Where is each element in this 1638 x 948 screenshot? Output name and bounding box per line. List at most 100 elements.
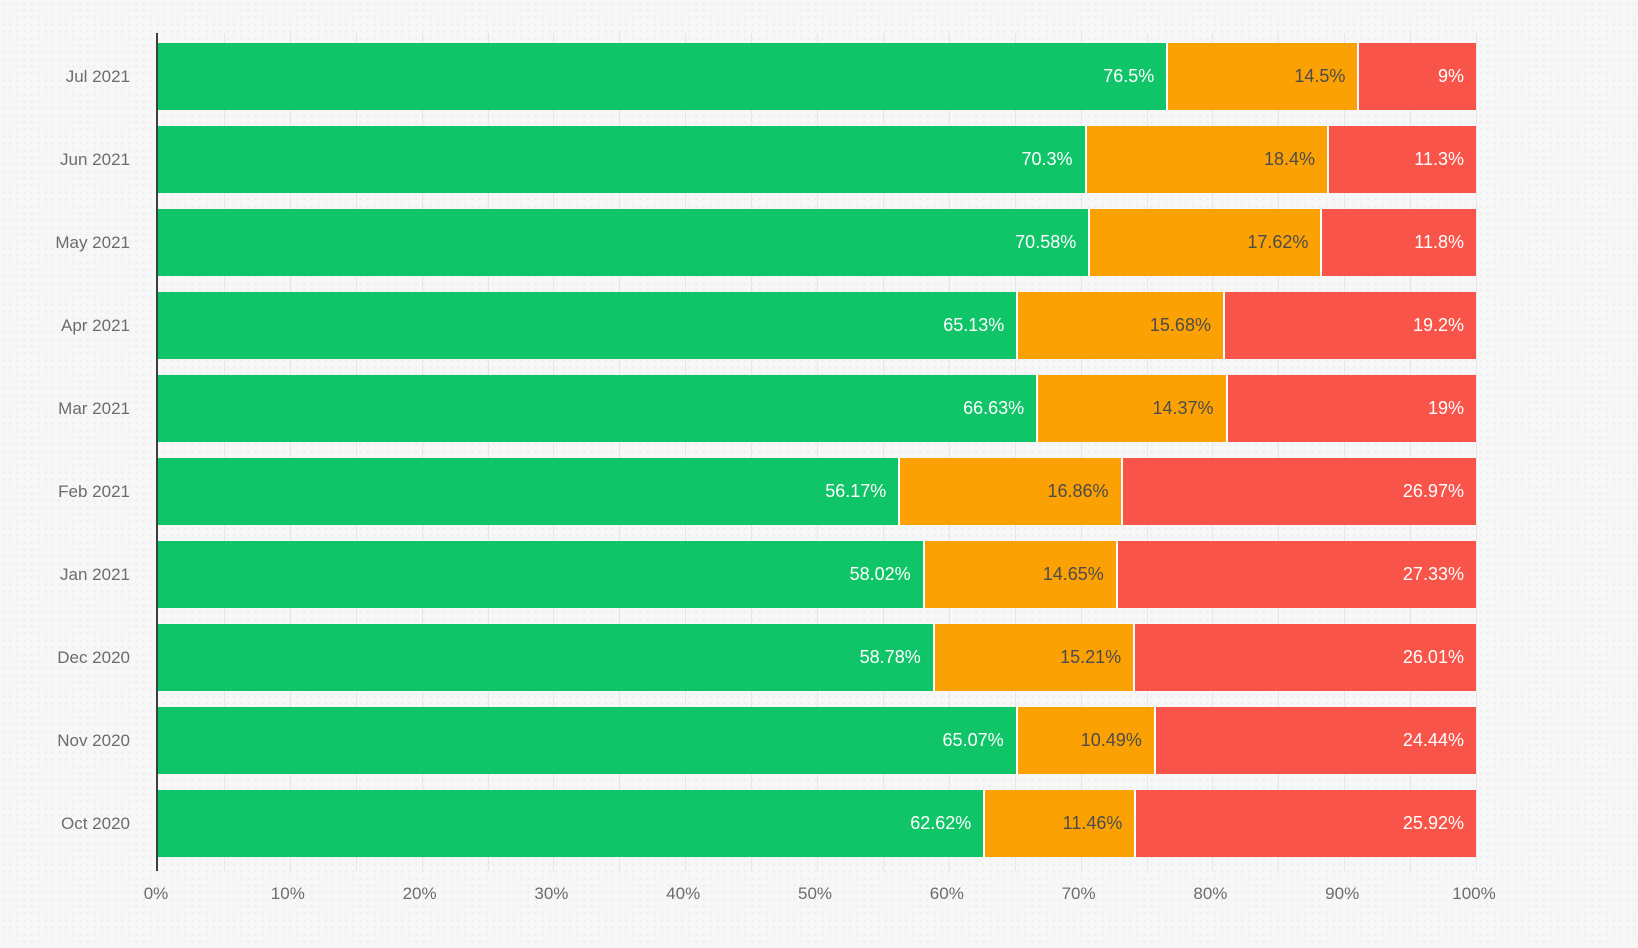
x-tick-label: 0% [143,884,169,903]
stacked-bar: 56.17% 16.86% 26.97% [158,458,1476,525]
plot-area: 76.5% 14.5% 9% 70.3% 18.4% 11.3% 70.58% 17.62% 1… [156,33,1477,871]
segment-value-label: 70.3% [1021,149,1073,169]
category-label: Apr 2021 [61,315,130,335]
gridline [355,33,357,871]
stacked-bar: 58.78% 15.21% 26.01% [158,624,1476,691]
x-tick-label: 30% [534,884,569,903]
segment-value-label: 65.07% [942,730,1004,750]
segment-value-label: 62.62% [910,813,972,833]
bar-segment-green: 66.63% [158,375,1037,442]
stacked-bar: 65.07% 10.49% 24.44% [158,707,1476,774]
bar-segment-green: 62.62% [158,790,984,857]
bar-segment-green: 76.5% [158,43,1167,110]
bar-segment-orange: 14.5% [1166,43,1358,110]
stacked-bar: 70.3% 18.4% 11.3% [158,126,1476,193]
gridline [751,33,753,871]
category-label: Jan 2021 [60,564,130,584]
segment-value-label: 26.01% [1402,647,1464,667]
category-label: Nov 2020 [57,730,130,750]
segment-value-label: 76.5% [1103,66,1155,86]
bar-segment-orange: 14.65% [922,541,1116,608]
bar-segment-red: 11.3% [1327,126,1476,193]
bar-row: 76.5% 14.5% 9% [158,35,1476,118]
gridline [817,33,818,871]
gridline [619,33,621,871]
bar-segment-green: 65.13% [158,292,1017,359]
bar-segment-green: 65.07% [158,707,1016,774]
bar-row: 58.02% 14.65% 27.33% [158,533,1476,616]
gridline [948,33,950,871]
segment-value-label: 11.46% [1062,813,1123,833]
bar-row: 70.3% 18.4% 11.3% [158,118,1476,201]
segment-value-label: 14.5% [1294,66,1346,86]
segment-value-label: 58.78% [859,647,921,667]
x-axis: 0% 10% 20% 30% 40% 50% 60% 70% 80% 90% 100% [144,884,1496,914]
bar-row: 70.58% 17.62% 11.8% [158,201,1476,284]
bar-segment-orange: 11.46% [983,790,1135,857]
bar-segment-orange: 14.37% [1036,375,1226,442]
x-tick-label: 10% [270,884,305,903]
bar-segment-orange: 18.4% [1084,126,1328,193]
stacked-bar: 66.63% 14.37% 19% [158,375,1476,442]
bar-segment-red: 26.97% [1120,458,1476,525]
x-tick-label: 70% [1061,884,1096,903]
segment-value-label: 9% [1437,66,1464,86]
category-label: Oct 2020 [61,813,130,833]
x-tick-label: 100% [1452,884,1496,903]
bar-segment-orange: 15.68% [1016,292,1223,359]
stacked-bar: 58.02% 14.65% 27.33% [158,541,1476,608]
segment-value-label: 70.58% [1015,232,1077,252]
stacked-bar: 65.13% 15.68% 19.2% [158,292,1476,359]
bar-row: 65.07% 10.49% 24.44% [158,699,1476,782]
bar-segment-orange: 10.49% [1015,707,1154,774]
gridline [1278,33,1280,871]
gridline [421,33,423,871]
segment-value-label: 16.86% [1047,481,1109,501]
bar-row: 65.13% 15.68% 19.2% [158,284,1476,367]
bar-segment-orange: 16.86% [898,458,1121,525]
gridline [1080,33,1082,871]
x-tick-label: 80% [1193,884,1228,903]
segment-value-label: 66.63% [963,398,1025,418]
x-tick-label: 60% [929,884,964,903]
segment-value-label: 17.62% [1247,232,1309,252]
bar-segment-red: 19.2% [1222,292,1476,359]
segment-value-label: 27.33% [1402,564,1464,584]
segment-value-label: 11.8% [1414,232,1464,252]
gridline [1344,33,1346,871]
bar-segment-red: 26.01% [1133,624,1476,691]
segment-value-label: 65.13% [943,315,1005,335]
bar-segment-red: 25.92% [1134,790,1476,857]
category-label: May 2021 [55,232,130,252]
bar-segment-orange: 15.21% [932,624,1134,691]
category-label: Jun 2021 [60,149,130,169]
gridline [1212,33,1214,871]
segment-value-label: 58.02% [849,564,911,584]
bar-segment-red: 9% [1357,43,1476,110]
segment-value-label: 24.44% [1402,730,1464,750]
category-axis: Jul 2021 Jun 2021 May 2021 Apr 2021 Mar 2021… [0,33,130,871]
x-tick-label: 40% [666,884,701,903]
bar-segment-green: 70.3% [158,126,1085,193]
segment-value-label: 26.97% [1402,481,1464,501]
stacked-bar: 62.62% 11.46% 25.92% [158,790,1476,857]
x-tick-label: 50% [797,884,833,903]
bar-rows: 76.5% 14.5% 9% 70.3% 18.4% 11.3% 70.58% 17.62% 1… [158,33,1476,871]
segment-value-label: 10.49% [1080,730,1142,750]
stacked-bar: 76.5% 14.5% 9% [158,43,1476,110]
gridline [882,33,884,871]
bar-segment-red: 27.33% [1115,541,1476,608]
bar-row: 62.62% 11.46% 25.92% [158,782,1476,865]
bar-segment-green: 58.02% [158,541,923,608]
gridline [289,33,291,871]
gridline [1146,33,1148,871]
bar-row: 58.78% 15.21% 26.01% [158,616,1476,699]
gridline [1476,33,1477,871]
category-label: Dec 2020 [57,647,130,667]
segment-value-label: 14.37% [1152,398,1214,418]
segment-value-label: 25.92% [1402,813,1464,833]
gridline [1410,33,1412,871]
gridline [487,33,489,871]
segment-value-label: 19.2% [1412,315,1464,335]
